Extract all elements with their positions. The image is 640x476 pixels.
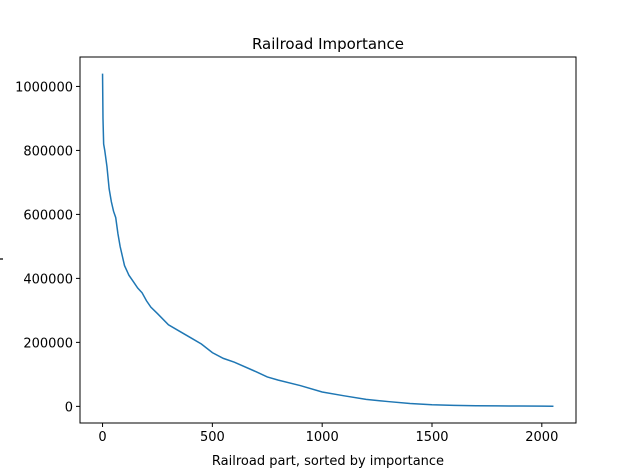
chart-title: Railroad Importance — [252, 35, 404, 53]
y-tick-label: 1000000 — [15, 80, 73, 95]
x-tick-label: 2000 — [525, 430, 558, 445]
y-tick-label: 0 — [65, 400, 73, 415]
plot-frame — [79, 56, 577, 424]
x-tick-label: 1000 — [306, 430, 339, 445]
y-axis-label: Importance — [0, 203, 4, 278]
y-tick-label: 400000 — [23, 272, 73, 287]
x-tick-label: 0 — [98, 430, 106, 445]
x-axis-label: Railroad part, sorted by importance — [212, 454, 444, 469]
y-tick-label: 800000 — [23, 144, 73, 159]
y-tick-label: 200000 — [23, 336, 73, 351]
y-tick-label: 600000 — [23, 208, 73, 223]
x-tick-label: 1500 — [415, 430, 448, 445]
x-tick-label: 500 — [200, 430, 225, 445]
data-line — [101, 73, 554, 407]
